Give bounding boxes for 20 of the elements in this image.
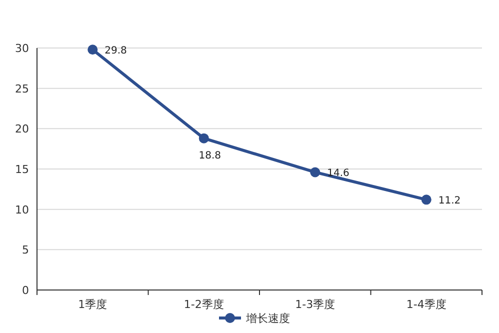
y-tick-label: 15 [15, 163, 29, 176]
point [310, 167, 320, 178]
y-tick-label: 5 [22, 244, 29, 257]
data-label: 11.2 [438, 196, 461, 207]
x-tick-label: 1-4季度 [406, 298, 446, 311]
point [421, 194, 432, 205]
data-label: 18.8 [198, 150, 222, 162]
x-tick-label: 1-3季度 [295, 298, 336, 311]
y-tick-label: 10 [15, 203, 29, 216]
x-tick-label: 1季度 [78, 298, 108, 311]
y-tick-label: 25 [15, 82, 29, 96]
x-tick-label: 1-2季度 [184, 298, 224, 311]
data-label: 14.6 [327, 168, 350, 180]
y-tick-label: 30 [15, 42, 29, 55]
y-tick-label: 0 [22, 284, 29, 297]
legend-label: 增长速度 [245, 312, 290, 325]
data-label: 29.8 [104, 46, 127, 57]
y-tick-label: 20 [15, 122, 29, 136]
point [88, 44, 98, 55]
point [198, 133, 209, 144]
